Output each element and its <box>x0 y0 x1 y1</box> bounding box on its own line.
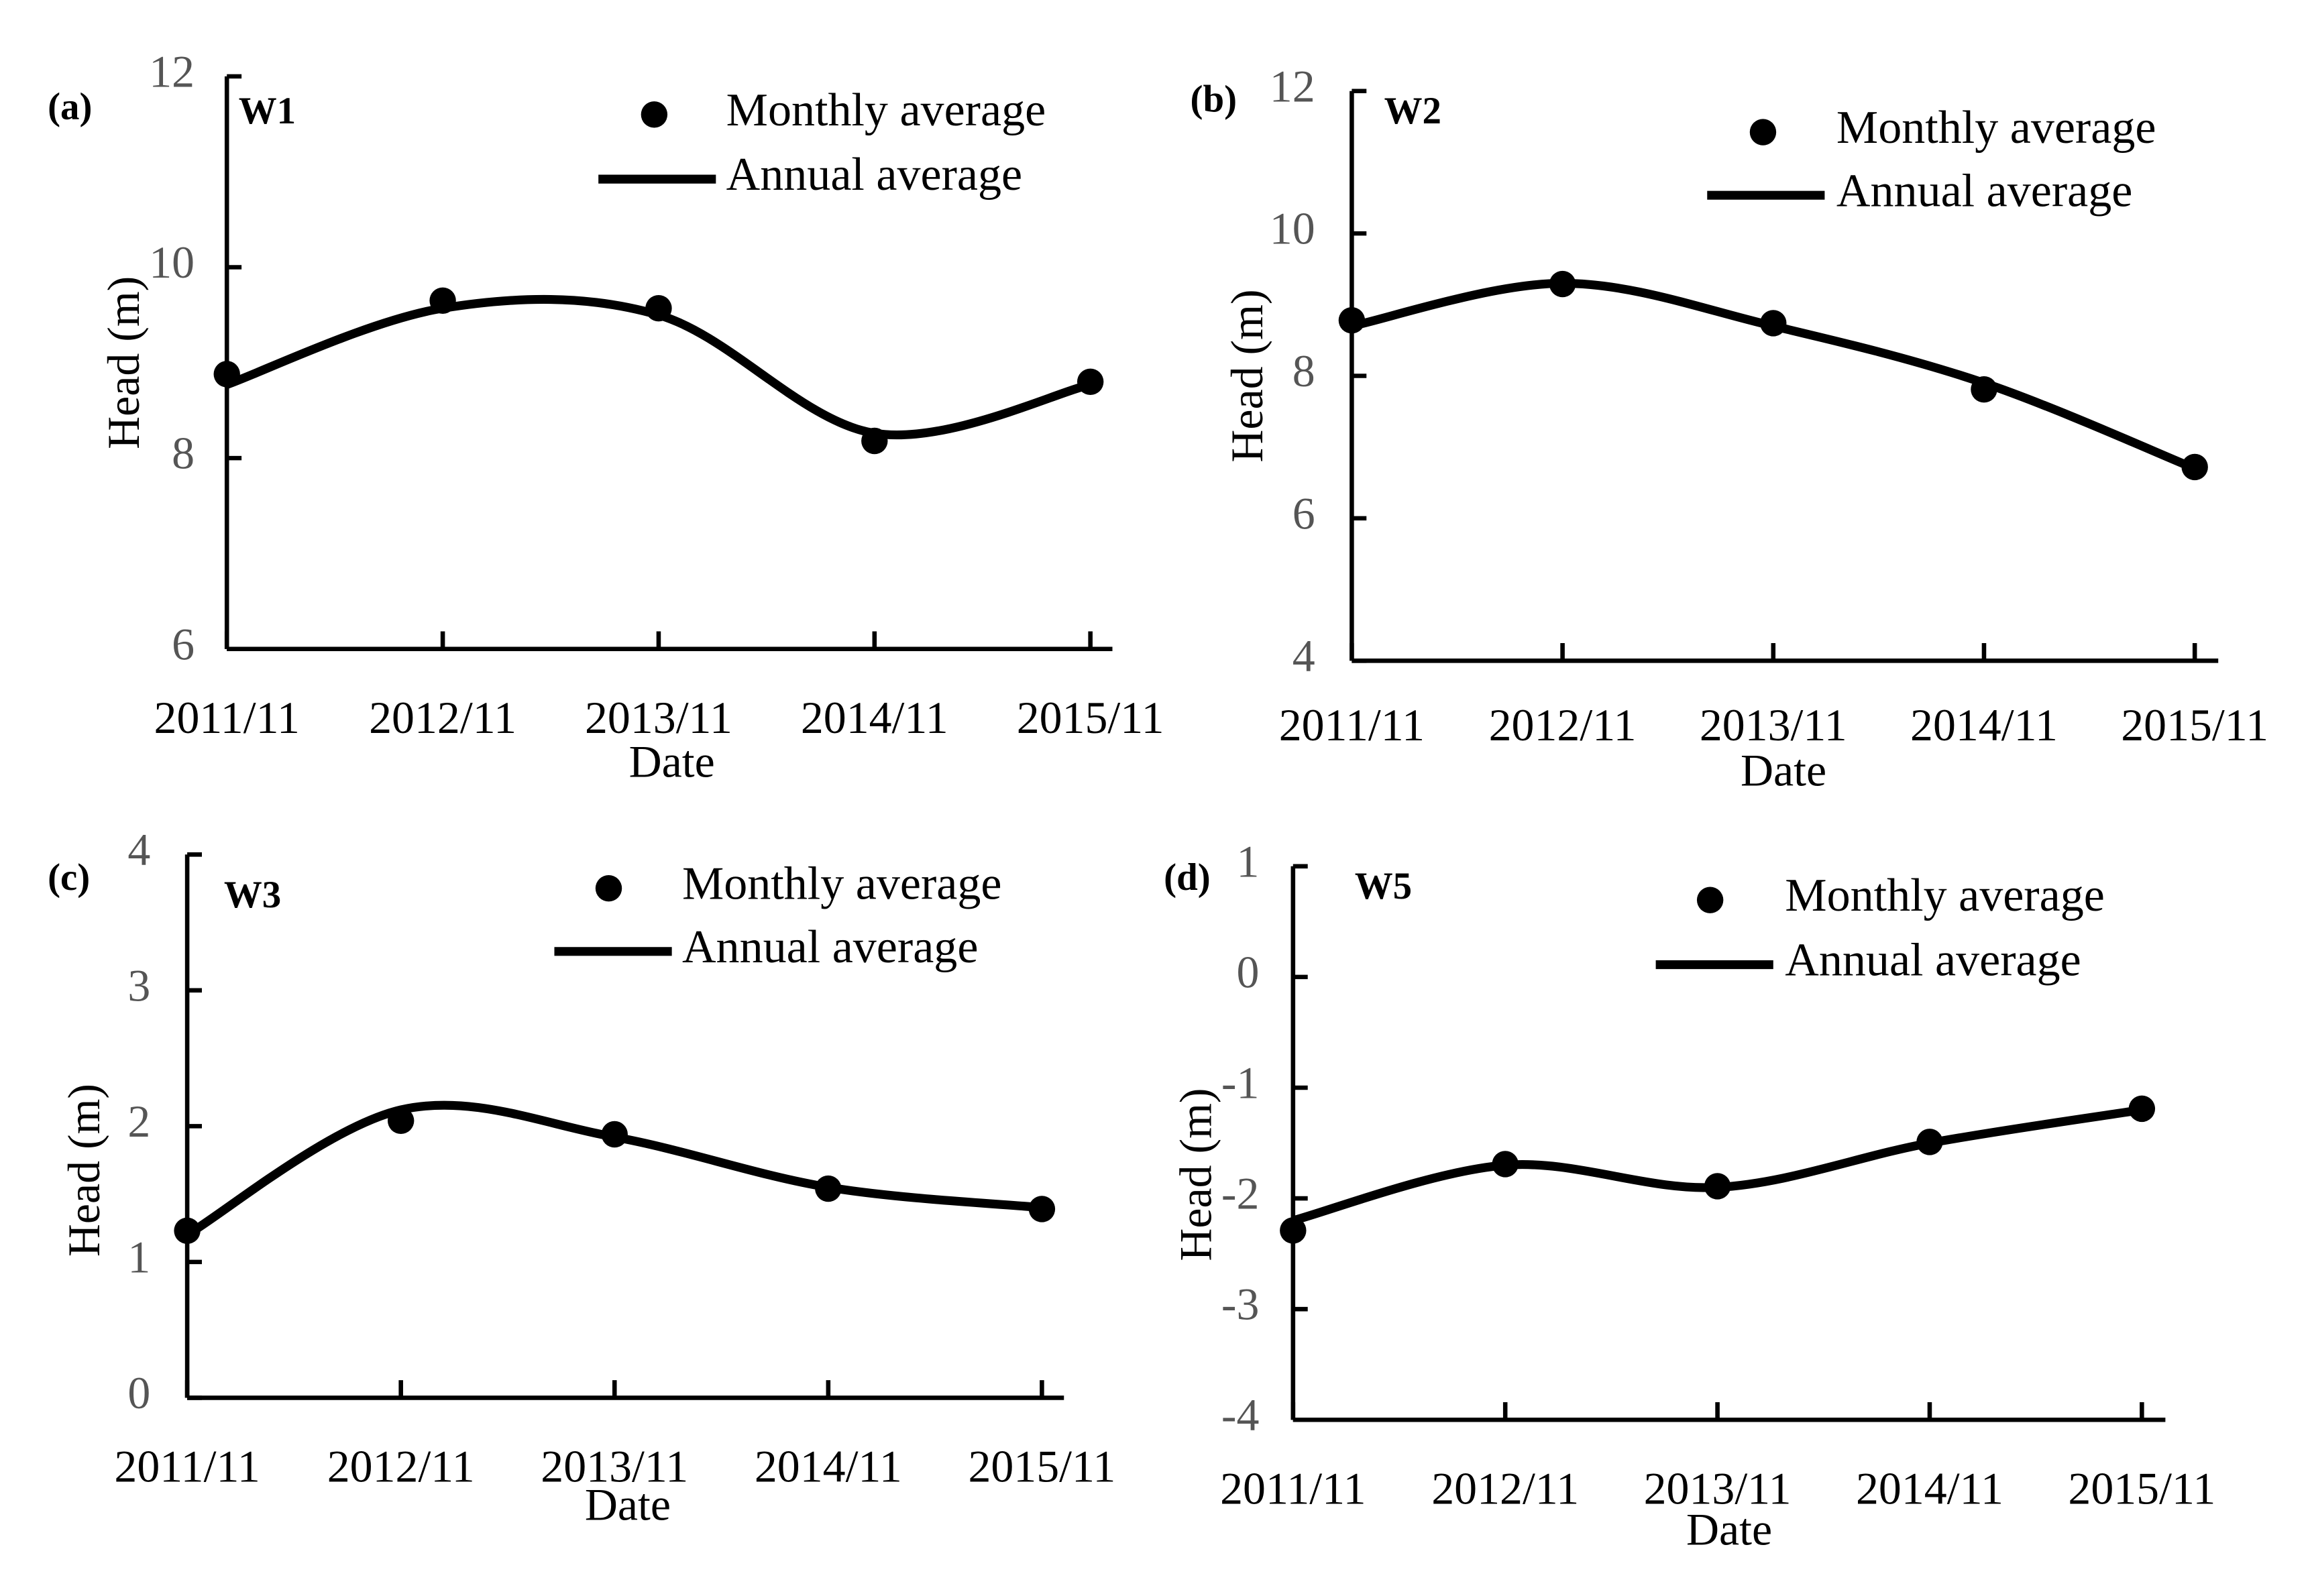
line <box>184 1100 1043 1239</box>
x-axis-label: Date <box>585 1479 671 1530</box>
x-tick-label: 2012/11 <box>369 693 516 743</box>
y-tick-label: 4 <box>1292 631 1315 681</box>
y-tick-label: 1 <box>127 1232 150 1282</box>
x-axis-label: Date <box>1741 746 1826 796</box>
data-point <box>1280 1217 1307 1244</box>
y-tick-label: 12 <box>149 46 195 97</box>
y-tick-label: -1 <box>1221 1058 1260 1108</box>
legend-label: Monthly average <box>682 858 1002 910</box>
legend-label: Annual average <box>1836 165 2132 217</box>
x-tick-label: 2013/11 <box>1700 700 1847 750</box>
well-title: W1 <box>239 90 296 132</box>
x-axis-label: Date <box>629 737 715 787</box>
x-axis-label: Date <box>1686 1505 1772 1555</box>
x-tick-label: 2015/11 <box>2068 1463 2215 1514</box>
well-title: W2 <box>1384 90 1441 132</box>
x-tick-label: 2012/11 <box>1489 700 1637 750</box>
y-tick-label: 8 <box>172 429 195 479</box>
y-tick-label: 8 <box>1292 346 1315 396</box>
y-tick-label: 12 <box>1270 61 1315 111</box>
x-tick-label: 2014/11 <box>801 693 948 743</box>
data-point <box>1028 1196 1056 1222</box>
legend-label: Annual average <box>682 921 978 973</box>
line <box>225 294 1092 440</box>
data-point <box>2128 1095 2156 1123</box>
y-tick-label: 10 <box>1270 204 1315 254</box>
y-tick-label: -4 <box>1221 1390 1260 1440</box>
legend-label: Monthly average <box>726 84 1046 136</box>
legend-label: Monthly average <box>1836 102 2156 154</box>
y-tick-label: 0 <box>1237 947 1260 997</box>
well-title: W3 <box>224 874 281 916</box>
line <box>1292 1105 2143 1225</box>
y-tick-label: 6 <box>1292 488 1315 538</box>
y-tick-label: 10 <box>149 237 195 288</box>
panel-label: (d) <box>1164 856 1211 899</box>
panel-label: (a) <box>48 85 92 127</box>
x-tick-label: 2013/11 <box>1644 1463 1792 1514</box>
x-tick-label: 2014/11 <box>755 1441 902 1491</box>
x-tick-label: 2013/11 <box>541 1441 688 1491</box>
y-axis-label: Head (m) <box>99 276 149 449</box>
x-tick-label: 2015/11 <box>968 1441 1115 1491</box>
y-tick-label: -2 <box>1221 1169 1260 1219</box>
y-tick-label: 0 <box>127 1368 150 1418</box>
panel-label: (b) <box>1191 78 1238 120</box>
x-tick-label: 2011/11 <box>154 693 300 743</box>
x-tick-label: 2012/11 <box>327 1441 475 1491</box>
legend-marker <box>595 874 622 902</box>
y-axis-label: Head (m) <box>1222 289 1272 462</box>
y-axis-label: Head (m) <box>59 1084 109 1257</box>
x-tick-label: 2012/11 <box>1431 1463 1579 1514</box>
x-tick-label: 2015/11 <box>1017 693 1164 743</box>
legend-marker <box>1749 119 1777 146</box>
legend-label: Annual average <box>1785 935 2081 986</box>
legend-label: Monthly average <box>1785 870 2105 921</box>
y-tick-label: 3 <box>127 960 150 1011</box>
legend-marker <box>1696 887 1724 913</box>
x-tick-label: 2014/11 <box>1910 700 2058 750</box>
x-tick-label: 2015/11 <box>2121 700 2268 750</box>
y-tick-label: -3 <box>1221 1279 1260 1330</box>
y-axis-label: Head (m) <box>1170 1088 1221 1261</box>
x-tick-label: 2014/11 <box>1856 1463 2003 1514</box>
x-tick-label: 2011/11 <box>114 1441 260 1491</box>
well-title: W5 <box>1355 865 1412 907</box>
panel-label: (c) <box>48 856 90 899</box>
y-tick-label: 1 <box>1237 836 1260 887</box>
legend-marker <box>641 101 668 128</box>
x-tick-label: 2013/11 <box>585 693 732 743</box>
x-tick-label: 2011/11 <box>1220 1463 1366 1514</box>
line <box>1351 278 2197 473</box>
y-tick-label: 2 <box>127 1096 150 1147</box>
x-tick-label: 2011/11 <box>1279 700 1425 750</box>
y-tick-label: 6 <box>172 619 195 669</box>
legend-label: Annual average <box>726 149 1022 201</box>
y-tick-label: 4 <box>127 825 150 875</box>
